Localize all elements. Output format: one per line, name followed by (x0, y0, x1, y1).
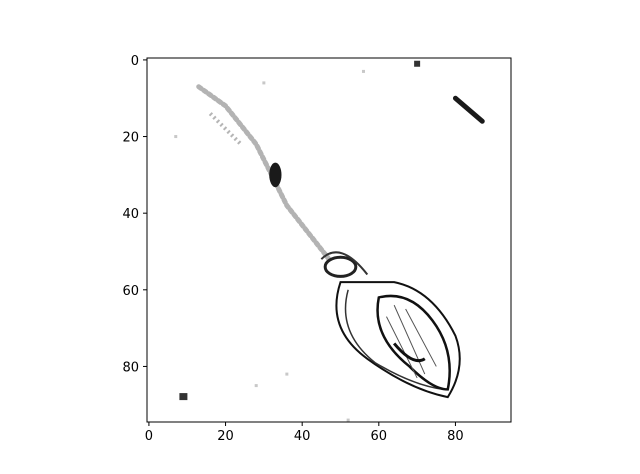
noise-dot (254, 384, 258, 388)
head-curve (320, 251, 369, 276)
x-tick-label: 40 (294, 429, 311, 444)
noise-dot (174, 135, 178, 139)
noise-dot (346, 418, 350, 422)
stem-side-stroke (208, 112, 243, 146)
noise-dot (361, 69, 365, 73)
dash-top-right (452, 95, 485, 124)
body-outer-contour (344, 289, 445, 391)
y-tick-label: 0 (131, 54, 139, 69)
y-tick-label: 60 (122, 284, 139, 299)
speck-bottom-left (179, 393, 188, 401)
noise-dot (262, 81, 266, 85)
speck-top (414, 60, 421, 67)
y-tick-label: 80 (122, 360, 139, 375)
body-striations (386, 304, 437, 379)
x-tick-label: 20 (217, 429, 234, 444)
x-tick-label: 0 (145, 429, 153, 444)
y-tick-label: 20 (122, 131, 139, 146)
body-crease (392, 342, 426, 363)
axes-frame (146, 57, 512, 423)
body-inner (376, 294, 451, 391)
y-axis: 0 20 40 60 80 (122, 54, 147, 375)
y-tick-label: 40 (122, 207, 139, 222)
x-axis: 0 20 40 60 80 (145, 422, 464, 444)
noise-dot (285, 372, 289, 376)
x-tick-label: 60 (371, 429, 388, 444)
stem-stroke (196, 84, 332, 262)
dark-blob (269, 162, 282, 188)
heatmap-image (147, 58, 511, 422)
body-outer (335, 281, 461, 399)
x-tick-label: 80 (447, 429, 464, 444)
image-background (147, 58, 511, 422)
head-knot (323, 255, 358, 278)
